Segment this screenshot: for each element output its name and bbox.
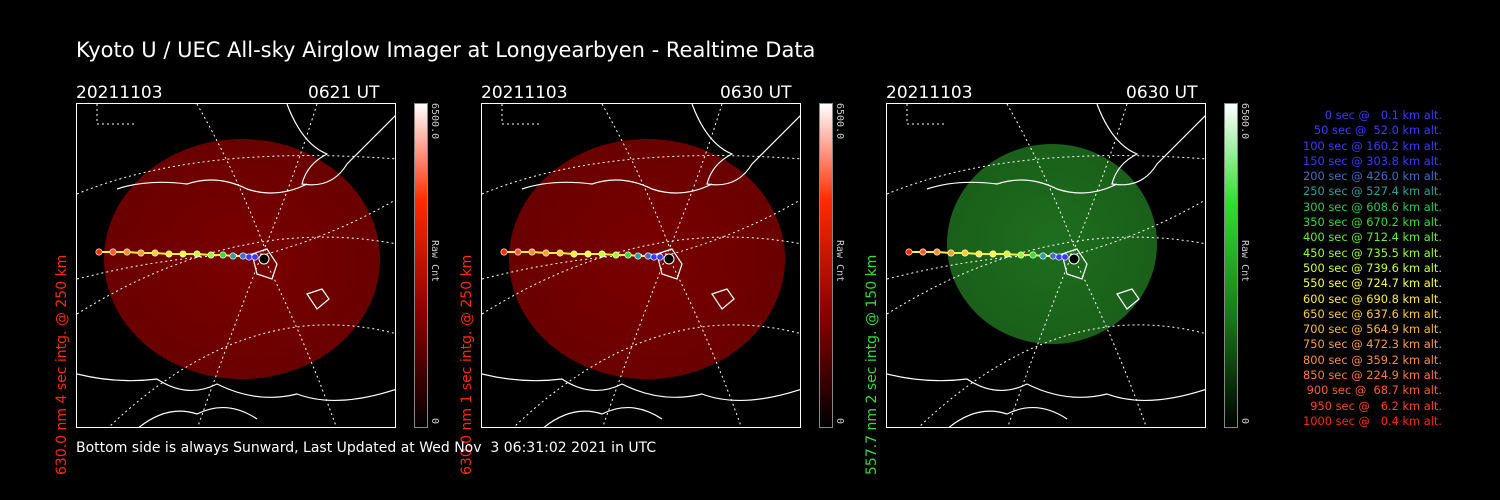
panel-1-colorbar-max: 6500.0 [429,103,440,140]
legend-row: 200 sec @ 426.0 km alt. [1303,169,1442,184]
trajectory-point [528,248,536,256]
panel-2-colorbar-max: 6500.0 [834,103,845,140]
panel-3-colorbar-min: 0 [1239,418,1250,425]
station-marker [663,253,675,265]
panel-3-side-label: 557.7 nm 2 sec intg. @ 150 km [864,254,880,475]
legend-row: 600 sec @ 690.8 km alt. [1303,291,1442,306]
trajectory-point [634,252,642,260]
legend-row: 750 sec @ 472.3 km alt. [1303,337,1442,352]
trajectory-point [644,252,652,260]
panel-2-colorbar [819,103,833,428]
legend-row: 550 sec @ 724.7 km alt. [1303,276,1442,291]
panel-1-map [76,103,396,428]
panel-3-date: 20211103 [886,83,973,103]
panel-2-time: 0630 UT [720,83,792,103]
panel-2-map-svg [482,104,800,427]
panel-3-colorbar [1224,103,1238,428]
legend-row: 1000 sec @ 0.4 km alt. [1303,413,1442,428]
legend-row: 500 sec @ 739.6 km alt. [1303,260,1442,275]
station-marker [258,253,270,265]
legend-row: 900 sec @ 68.7 km alt. [1306,383,1442,398]
trajectory-point [151,249,159,257]
trajectory-point [542,249,550,257]
coastline [887,104,1205,427]
legend-row: 950 sec @ 6.2 km alt. [1310,398,1442,413]
panel-1-colorbar [414,103,428,428]
panel-2-date: 20211103 [481,83,568,103]
trajectory-point [556,249,564,257]
trajectory-point [919,248,927,256]
trajectory-point [975,250,983,258]
legend-row: 100 sec @ 160.2 km alt. [1303,138,1442,153]
legend-row: 400 sec @ 712.4 km alt. [1303,230,1442,245]
legend-row: 350 sec @ 670.2 km alt. [1303,215,1442,230]
trajectory-point [656,253,664,261]
trajectory-point [570,250,578,258]
panel-1-side-label: 630.0 nm 4 sec intg. @ 250 km [54,254,70,475]
legend-row: 300 sec @ 608.6 km alt. [1303,199,1442,214]
panel-2-colorbar-unit: Raw Cnt [834,240,845,283]
trajectory-point [1003,250,1011,258]
trajectory-point [650,253,658,261]
panel-3-map-svg [887,104,1205,427]
coastline [77,104,395,427]
legend-row: 50 sec @ 52.0 km alt. [1313,123,1442,138]
trajectory-point [961,249,969,257]
panel-1-colorbar-unit: Raw Cnt [429,240,440,283]
trajectory-point [1029,251,1037,259]
trajectory-point [1039,252,1047,260]
trajectory-point [514,248,522,256]
trajectory-point [1061,253,1069,261]
panel-3-colorbar-max: 6500.0 [1239,103,1250,140]
trajectory-point [179,250,187,258]
panel-3-colorbar-unit: Raw Cnt [1239,240,1250,283]
trajectory-point [165,250,173,258]
trajectory-point [123,248,131,256]
trajectory-point [947,249,955,257]
trajectory-point [245,253,253,261]
trajectory-point [1049,252,1057,260]
panel-1-map-svg [77,104,395,427]
page-title: Kyoto U / UEC All-sky Airglow Imager at … [76,38,816,62]
trajectory-point [207,251,215,259]
legend-row: 150 sec @ 303.8 km alt. [1303,153,1442,168]
trajectory-point [251,253,259,261]
coastline [482,104,800,427]
panel-1-time: 0621 UT [308,83,380,103]
station-marker [1068,253,1080,265]
panel-1-date: 20211103 [76,83,163,103]
trajectory-point [989,250,997,258]
panel-3-map [886,103,1206,428]
altitude-legend: 0 sec @ 0.1 km alt. 50 sec @ 52.0 km alt.… [1262,108,1442,429]
trajectory-point [612,251,620,259]
legend-row: 700 sec @ 564.9 km alt. [1303,322,1442,337]
trajectory-point [219,251,227,259]
trajectory-point [1017,251,1025,259]
legend-row: 0 sec @ 0.1 km alt. [1324,108,1442,122]
legend-row: 850 sec @ 224.9 km alt. [1303,368,1442,383]
airglow-image [947,144,1157,344]
trajectory-point [1055,253,1063,261]
trajectory-point [624,251,632,259]
trajectory-point [598,250,606,258]
trajectory-point [229,252,237,260]
panel-2-colorbar-min: 0 [834,418,845,425]
trajectory-point [584,250,592,258]
trajectory-point [137,249,145,257]
panel-2-map [481,103,801,428]
legend-row: 450 sec @ 735.5 km alt. [1303,245,1442,260]
trajectory-point [905,248,913,256]
panel-3-time: 0630 UT [1126,83,1198,103]
legend-row: 650 sec @ 637.6 km alt. [1303,306,1442,321]
trajectory-point [193,250,201,258]
trajectory-point [109,248,117,256]
trajectory-point [239,252,247,260]
legend-row: 250 sec @ 527.4 km alt. [1303,184,1442,199]
panel-1-colorbar-min: 0 [429,418,440,425]
trajectory-point [500,248,508,256]
trajectory-point [933,248,941,256]
legend-row: 800 sec @ 359.2 km alt. [1303,352,1442,367]
trajectory-point [95,248,103,256]
footer-note: Bottom side is always Sunward, Last Upda… [76,440,657,456]
